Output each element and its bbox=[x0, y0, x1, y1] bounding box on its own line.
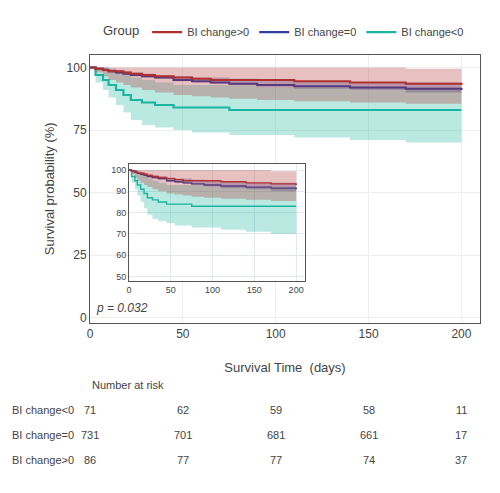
svg-text:661: 661 bbox=[360, 429, 378, 441]
svg-text:62: 62 bbox=[177, 404, 189, 416]
svg-text:0: 0 bbox=[87, 327, 94, 341]
svg-text:100: 100 bbox=[67, 61, 87, 75]
svg-text:77: 77 bbox=[270, 454, 282, 466]
svg-text:200: 200 bbox=[451, 327, 471, 341]
svg-text:150: 150 bbox=[247, 285, 262, 295]
svg-text:Number at risk: Number at risk bbox=[92, 379, 164, 391]
svg-text:BI change>0: BI change>0 bbox=[187, 26, 249, 38]
svg-text:75: 75 bbox=[73, 123, 87, 137]
svg-text:Group: Group bbox=[103, 23, 139, 38]
svg-text:BI change<0: BI change<0 bbox=[401, 26, 463, 38]
svg-text:100: 100 bbox=[111, 165, 126, 175]
svg-text:17: 17 bbox=[455, 429, 467, 441]
svg-text:0: 0 bbox=[80, 311, 87, 325]
svg-text:77: 77 bbox=[177, 454, 189, 466]
svg-text:BI change<0: BI change<0 bbox=[12, 404, 74, 416]
svg-text:37: 37 bbox=[455, 454, 467, 466]
svg-text:25: 25 bbox=[73, 248, 87, 262]
svg-text:BI change>0: BI change>0 bbox=[12, 454, 74, 466]
svg-text:Survival probability (%): Survival probability (%) bbox=[42, 122, 57, 255]
svg-text:50: 50 bbox=[176, 327, 190, 341]
svg-text:BI change=0: BI change=0 bbox=[12, 429, 74, 441]
svg-text:11: 11 bbox=[456, 404, 467, 416]
svg-text:681: 681 bbox=[267, 429, 285, 441]
svg-text:p = 0.032: p = 0.032 bbox=[96, 301, 148, 315]
svg-text:90: 90 bbox=[116, 186, 126, 196]
svg-text:100: 100 bbox=[266, 327, 286, 341]
svg-text:71: 71 bbox=[84, 404, 96, 416]
svg-text:86: 86 bbox=[84, 454, 96, 466]
svg-text:74: 74 bbox=[363, 454, 375, 466]
svg-text:58: 58 bbox=[363, 404, 375, 416]
svg-text:BI change=0: BI change=0 bbox=[294, 26, 356, 38]
svg-text:701: 701 bbox=[174, 429, 192, 441]
svg-text:80: 80 bbox=[116, 208, 126, 218]
svg-text:200: 200 bbox=[289, 285, 304, 295]
svg-text:50: 50 bbox=[116, 272, 126, 282]
svg-text:0: 0 bbox=[126, 285, 131, 295]
svg-text:59: 59 bbox=[270, 404, 282, 416]
svg-text:100: 100 bbox=[205, 285, 220, 295]
svg-text:60: 60 bbox=[116, 250, 126, 260]
svg-text:50: 50 bbox=[73, 186, 87, 200]
svg-text:70: 70 bbox=[116, 229, 126, 239]
svg-text:150: 150 bbox=[359, 327, 379, 341]
svg-text:50: 50 bbox=[166, 285, 176, 295]
svg-text:Survival Time (days): Survival Time (days) bbox=[224, 360, 345, 375]
svg-text:731: 731 bbox=[81, 429, 99, 441]
